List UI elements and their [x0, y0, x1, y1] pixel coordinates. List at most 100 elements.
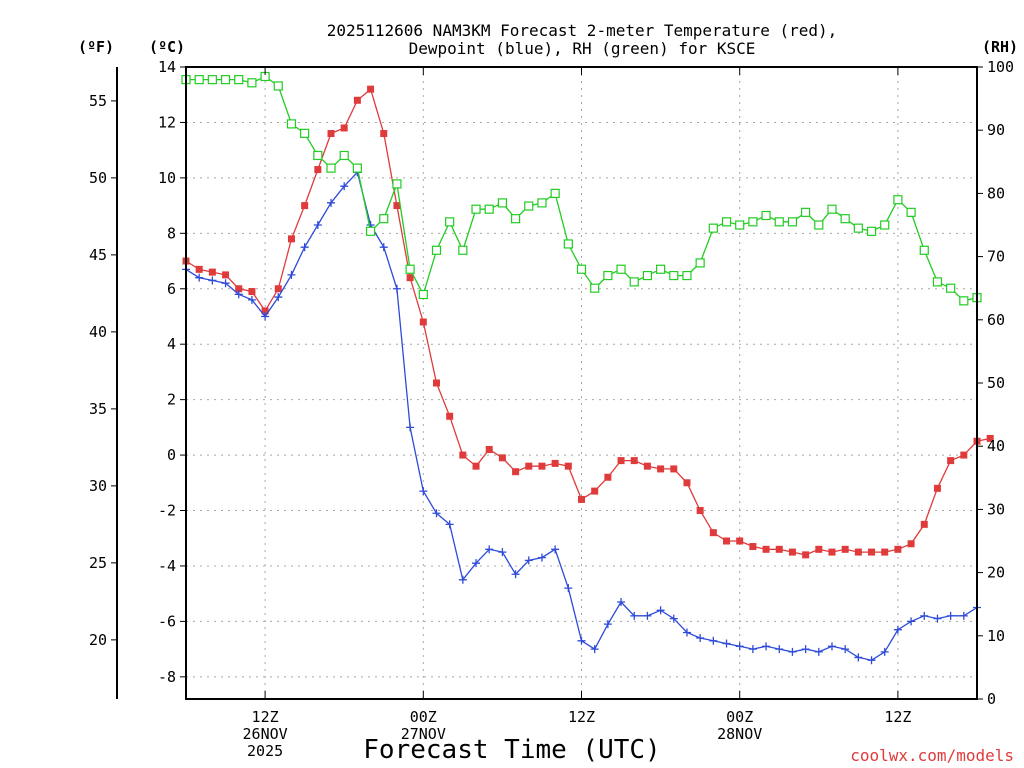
fahrenheit-tick-label: 45	[89, 246, 107, 264]
rh-point	[616, 264, 626, 274]
temperature-point	[446, 412, 454, 420]
temperature-point	[762, 545, 770, 553]
celsius-tick-label: 6	[167, 280, 176, 298]
rh-point	[748, 217, 758, 227]
dewpoint-point	[617, 597, 626, 606]
x-tick-label: 12Z	[884, 708, 911, 726]
rh-point	[431, 245, 442, 255]
temperature-point	[736, 537, 744, 545]
fahrenheit-tick-label: 55	[89, 92, 107, 110]
temperature-point	[881, 548, 889, 556]
dewpoint-point	[287, 270, 296, 279]
rh-point	[484, 204, 494, 214]
rh-point	[774, 217, 784, 227]
rh-tick-label: 90	[987, 121, 1005, 139]
dewpoint-point	[841, 645, 850, 654]
dewpoint-point	[827, 642, 836, 651]
dewpoint-point	[524, 556, 533, 565]
dewpoint-point	[682, 628, 691, 637]
rh-point	[365, 226, 376, 236]
rh-point	[919, 245, 929, 255]
temperature-point	[709, 529, 717, 537]
temperature-point	[432, 379, 440, 387]
fahrenheit-tick-label: 30	[89, 477, 107, 495]
temperature-point	[630, 457, 638, 465]
temperature-point	[261, 307, 269, 315]
dewpoint-point	[907, 617, 916, 626]
fahrenheit-tick-label: 20	[89, 631, 107, 649]
dewpoint-point	[221, 279, 230, 288]
rh-point	[735, 220, 745, 230]
rh-point	[669, 270, 679, 281]
temperature-point	[696, 507, 704, 515]
temperature-point	[195, 265, 203, 273]
rh-point	[497, 198, 507, 208]
temperature-point	[802, 551, 810, 559]
rh-point	[326, 163, 336, 173]
rh-tick-label: 70	[987, 248, 1005, 266]
rh-point	[352, 163, 362, 173]
dewpoint-point	[577, 636, 586, 645]
series-rh	[181, 71, 982, 306]
celsius-unit-label: (ºC)	[149, 38, 185, 56]
rh-point	[445, 217, 455, 227]
rh-tick-label: 20	[987, 564, 1005, 582]
x-tick-label: 2025	[247, 742, 283, 760]
rh-point	[590, 283, 600, 293]
dewpoint-point	[696, 634, 705, 643]
rh-point	[761, 210, 771, 221]
dewpoint-point	[511, 570, 520, 579]
fahrenheit-tick-label: 40	[89, 323, 107, 341]
rh-point	[576, 264, 587, 274]
dewpoint-point	[643, 611, 652, 620]
temperature-point	[907, 540, 915, 548]
x-tick-label: 00Z	[726, 708, 753, 726]
dewpoint-point	[208, 276, 217, 285]
celsius-tick-label: -4	[158, 557, 176, 575]
rh-point	[695, 258, 705, 268]
dewpoint-point	[379, 243, 388, 252]
x-tick-label: 26NOV	[243, 725, 288, 743]
rh-tick-label: 30	[987, 500, 1005, 518]
fahrenheit-tick-label: 25	[89, 554, 107, 572]
rh-point	[537, 198, 547, 208]
temperature-point	[353, 96, 361, 104]
dewpoint-point	[735, 642, 744, 651]
dewpoint-point	[880, 647, 889, 656]
rh-point	[866, 226, 877, 236]
series-dewpoint	[182, 168, 981, 665]
rh-point	[932, 277, 943, 287]
dewpoint-point	[327, 198, 336, 207]
dewpoint-point	[313, 221, 322, 229]
rh-point	[721, 217, 732, 227]
temperature-point	[498, 454, 506, 462]
temperature-point	[564, 462, 572, 470]
rh-unit-label: (RH)	[982, 38, 1018, 56]
temperature-point	[419, 318, 427, 326]
temperature-line	[185, 88, 991, 556]
rh-point	[286, 119, 297, 129]
temperature-point	[248, 288, 256, 296]
rh-point	[959, 296, 969, 306]
dewpoint-point	[669, 614, 678, 623]
temperature-point	[749, 543, 757, 551]
rh-point	[405, 264, 415, 274]
rh-point	[510, 214, 521, 224]
temperature-point	[208, 268, 216, 276]
temperature-point	[340, 124, 348, 132]
dewpoint-point	[933, 614, 942, 623]
temperature-point	[459, 451, 467, 459]
dewpoint-point	[195, 273, 204, 282]
rh-point	[220, 75, 231, 85]
temperature-point	[604, 473, 612, 481]
temperature-point	[380, 130, 388, 138]
rh-point	[471, 204, 481, 214]
x-tick-label: 27NOV	[401, 725, 446, 743]
temperature-point	[327, 130, 335, 138]
celsius-tick-label: -6	[158, 612, 176, 630]
dewpoint-point	[656, 606, 665, 615]
temperature-point	[525, 462, 533, 470]
x-tick-label: 00Z	[410, 708, 437, 726]
dewpoint-point	[485, 545, 494, 554]
